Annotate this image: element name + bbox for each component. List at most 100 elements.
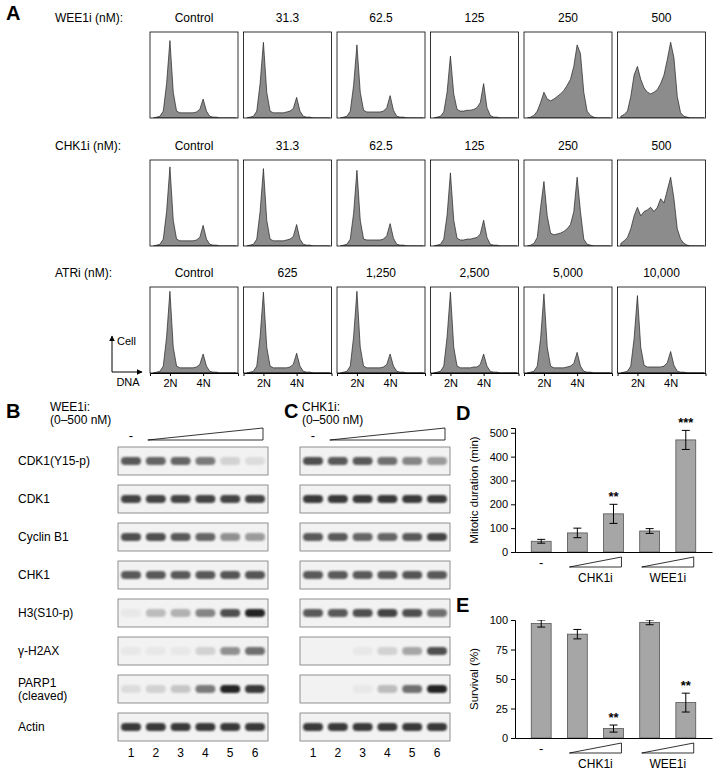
row-title: WEE1i (nM): [55, 11, 123, 25]
axis-line [338, 374, 426, 377]
error-cap [682, 712, 690, 713]
error-cap [537, 620, 545, 621]
tick-label: 4N [664, 377, 678, 389]
error-bar [610, 504, 618, 523]
band [427, 571, 447, 579]
band [427, 457, 447, 465]
histogram-area [340, 291, 423, 373]
band [195, 647, 215, 655]
histogram-area [434, 56, 517, 118]
histogram [247, 292, 330, 373]
dose-label: 5,000 [553, 266, 583, 280]
lane-number: 6 [252, 746, 259, 760]
band [402, 685, 422, 693]
tick-mark [390, 373, 391, 376]
histogram [527, 177, 610, 246]
blot-strip [300, 637, 450, 665]
histogram-area [434, 173, 517, 246]
axis-line [151, 374, 239, 377]
row-label-line: CHK1 [18, 568, 50, 582]
band [303, 609, 323, 617]
band [121, 495, 141, 503]
band [353, 647, 373, 655]
band [121, 571, 141, 579]
dose-label: 62.5 [369, 139, 393, 153]
error-bar [573, 629, 581, 638]
tick: 0 [502, 546, 515, 558]
bands [121, 723, 265, 731]
tick: 75 [496, 644, 515, 656]
error-cap [537, 627, 545, 628]
tick-mark [511, 504, 515, 505]
tick-label: 0 [502, 732, 508, 744]
tick-mark [450, 373, 451, 376]
bands [303, 457, 447, 465]
significance: *** [678, 415, 694, 430]
tick-mark [577, 373, 578, 376]
row-label: Actin [18, 720, 45, 734]
error-cap [573, 638, 581, 639]
band [146, 723, 166, 731]
bands [121, 457, 265, 465]
frame [431, 160, 519, 246]
group-label: WEE1i [649, 757, 686, 771]
band [171, 723, 191, 731]
band [195, 495, 215, 503]
frame [618, 32, 706, 118]
frame [431, 32, 519, 118]
dose-label: 2,500 [459, 266, 489, 280]
row-title: ATRi (nM): [55, 266, 112, 280]
bar [640, 531, 660, 552]
group-label: WEE1i [649, 571, 686, 585]
x-axis: - [516, 552, 713, 570]
band [328, 685, 348, 693]
band [220, 533, 240, 541]
x-label: DNA [116, 376, 140, 388]
tick-label: 4N [290, 377, 304, 389]
band [121, 457, 141, 465]
tick: - [539, 738, 543, 756]
band [353, 609, 373, 617]
bands [303, 723, 447, 731]
band [245, 495, 265, 503]
tick-mark [511, 457, 515, 458]
histogram [153, 167, 236, 246]
frame [524, 32, 612, 118]
band [328, 723, 348, 731]
error-cap [682, 449, 690, 450]
y-label: Mitotic duration (min) [468, 436, 480, 544]
band [377, 495, 397, 503]
band [146, 533, 166, 541]
error-stem [649, 529, 650, 534]
blot-strip [118, 485, 268, 513]
histogram [247, 169, 330, 246]
band [171, 495, 191, 503]
band [121, 609, 141, 617]
bar [531, 541, 551, 552]
error-bar [646, 620, 654, 625]
error-cap [646, 533, 654, 534]
band [146, 571, 166, 579]
dose-wedge [642, 557, 694, 567]
band [245, 685, 265, 693]
figure: AWEE1i (nM):Control31.362.5125250500CHK1… [0, 0, 723, 780]
histogram-area [340, 45, 423, 118]
lane-number: 1 [128, 746, 135, 760]
lane-number: 6 [434, 746, 441, 760]
band [353, 723, 373, 731]
band [220, 609, 240, 617]
histogram [527, 294, 610, 373]
band [402, 533, 422, 541]
band [427, 647, 447, 655]
error-stem [577, 528, 578, 538]
dose-label: 250 [558, 139, 578, 153]
error-stem [613, 504, 614, 523]
tick-label: 4N [197, 377, 211, 389]
band [220, 685, 240, 693]
band [427, 533, 447, 541]
tick-mark [511, 709, 515, 710]
lane-number: 3 [177, 746, 184, 760]
x-axis: 2N4N [244, 373, 332, 389]
dose-wedge [569, 743, 621, 753]
histogram-area [153, 41, 236, 118]
